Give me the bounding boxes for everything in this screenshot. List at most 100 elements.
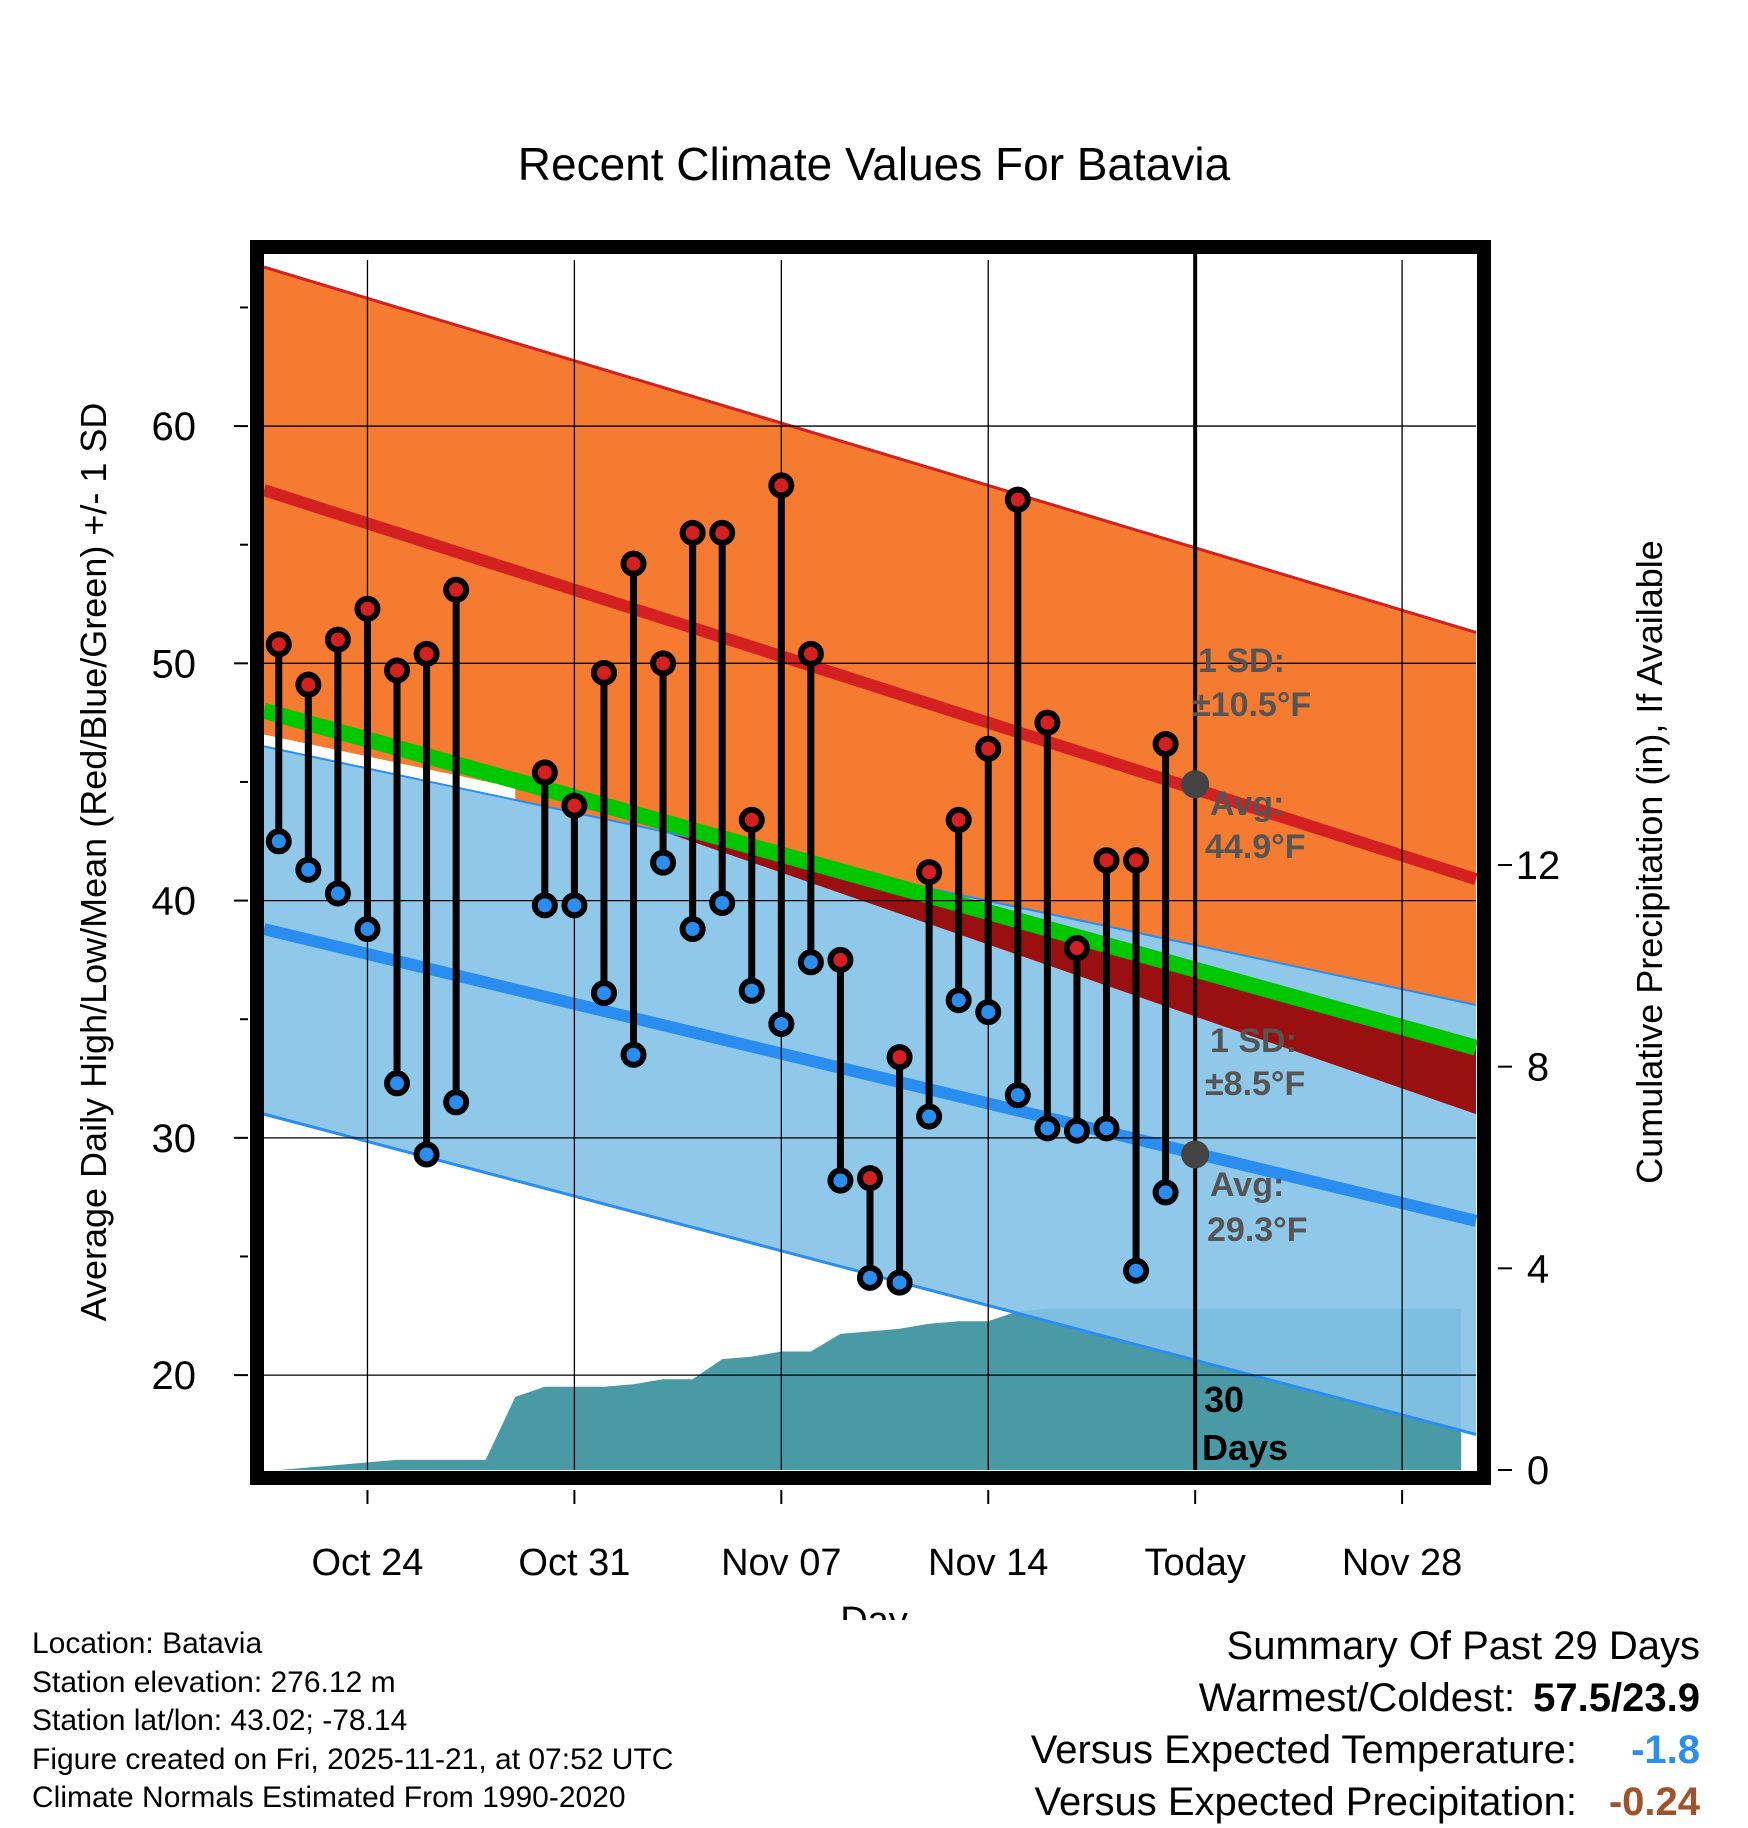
normals-text: Climate Normals Estimated From 1990-2020 (32, 1781, 626, 1814)
daily-high-point (620, 550, 647, 577)
daily-low-point (620, 1041, 647, 1068)
high-avg-line (262, 484, 1478, 885)
high-sd-label: 1 SD: (1198, 642, 1285, 680)
daily-high-point (413, 640, 440, 667)
x-tick-label: Today (1144, 1542, 1245, 1584)
daily-low-point (709, 889, 736, 916)
daily-high-point (886, 1044, 913, 1071)
created-text: Figure created on Fri, 2025-11-21, at 07… (32, 1742, 674, 1776)
x-tick-label: Nov 28 (1342, 1542, 1462, 1584)
daily-low-point (1063, 1117, 1090, 1144)
today-high-avg-dot (1181, 770, 1210, 799)
precip-days-number: 30 (1204, 1379, 1244, 1420)
temp-vs-expected-value: -1.8 (1631, 1728, 1700, 1772)
daily-low-point (443, 1089, 470, 1116)
daily-low-point (413, 1141, 440, 1168)
daily-low-point (650, 849, 677, 876)
daily-low-point (827, 1167, 854, 1194)
daily-low-point (531, 892, 558, 919)
annotations: 1 SD: ±10.5°F Avg: 44.9°F 1 SD: ±8.5°F Avg: 29.… (1192, 642, 1311, 1468)
low-avg-line (262, 923, 1478, 1227)
y-tick-label: 20 (152, 1354, 197, 1398)
y2-tick-label: 4 (1527, 1247, 1549, 1291)
daily-low-point (295, 856, 322, 883)
overlap-band (663, 821, 1476, 1115)
x-tick-label: Oct 31 (518, 1542, 630, 1584)
daily-high-point (827, 946, 854, 973)
daily-low-point (324, 880, 351, 907)
y2-tick-label: 12 (1516, 844, 1561, 888)
daily-low-point (768, 1010, 795, 1037)
precip-vs-expected-value: -0.24 (1608, 1780, 1700, 1824)
y-tick-label: 40 (152, 880, 197, 924)
y-tick-label: 60 (152, 405, 197, 449)
climate-chart: Recent Climate Values For Batavia 1 SD: ±… (73, 138, 1670, 1620)
daily-low-point (1034, 1115, 1061, 1142)
y-tick-label: 30 (152, 1117, 197, 1161)
latlon-text: Station lat/lon: 43.02; -78.14 (32, 1704, 408, 1737)
daily-high-point (797, 640, 824, 667)
temp-vs-expected-row: Versus Expected Temperature: -1.8 (1031, 1724, 1700, 1776)
daily-low-point (886, 1269, 913, 1296)
y2-tick-label: 8 (1527, 1046, 1549, 1090)
high-sd-band (264, 267, 1476, 1006)
chart-title: Recent Climate Values For Batavia (518, 138, 1231, 190)
daily-high-point (709, 519, 736, 546)
x-tick-label: Nov 14 (928, 1542, 1048, 1584)
warmest-coldest-value: 57.5/23.9 (1533, 1676, 1700, 1720)
daily-high-point (1004, 486, 1031, 513)
plot-area (261, 265, 1479, 1470)
low-avg-value: 29.3°F (1207, 1211, 1308, 1249)
plot-frame (250, 240, 1491, 1485)
daily-high-point (945, 806, 972, 833)
daily-low-point (1093, 1115, 1120, 1142)
daily-low-point (797, 949, 824, 976)
daily-high-point (1093, 847, 1120, 874)
high-sd-value: ±10.5°F (1192, 686, 1311, 724)
daily-low-point (945, 987, 972, 1014)
daily-low-point (975, 999, 1002, 1026)
daily-low-point (1123, 1257, 1150, 1284)
warmest-coldest-label: Warmest/Coldest: (1198, 1676, 1516, 1720)
x-axis-label: Day (840, 1600, 908, 1620)
daily-high-point (679, 519, 706, 546)
daily-low-point (1152, 1179, 1179, 1206)
high-avg-value: 44.9°F (1205, 828, 1306, 866)
daily-high-point (590, 659, 617, 686)
daily-low-point (561, 892, 588, 919)
daily-high-point (324, 626, 351, 653)
high-avg-label: Avg: (1210, 785, 1284, 823)
elevation-text: Station elevation: 276.12 m (32, 1665, 396, 1699)
daily-high-point (531, 759, 558, 786)
station-info: Location: Batavia Station elevation: 276… (32, 1625, 673, 1818)
daily-high-point (265, 631, 292, 658)
warmest-coldest-row: Warmest/Coldest: 57.5/23.9 (1031, 1672, 1700, 1724)
y2-tick-label: 0 (1527, 1449, 1549, 1493)
mean-avg-line (261, 703, 1479, 1056)
daily-high-point (857, 1165, 883, 1192)
daily-high-point (650, 650, 677, 677)
daily-low-point (679, 916, 706, 943)
daily-low-point (738, 977, 765, 1004)
y-tick-label: 50 (152, 642, 197, 686)
daily-high-point (1063, 935, 1090, 962)
daily-high-point (916, 859, 943, 886)
low-sd-value: ±8.5°F (1205, 1065, 1305, 1103)
precip-vs-expected-row: Versus Expected Precipitation: -0.24 (1031, 1776, 1700, 1828)
daily-high-point (768, 472, 795, 499)
precip-days-label: Days (1202, 1427, 1288, 1468)
low-sd-label: 1 SD: (1210, 1022, 1297, 1060)
data-marks (265, 472, 1210, 1296)
daily-low-point (354, 916, 381, 943)
low-avg-label: Avg: (1210, 1166, 1284, 1204)
summary-panel: Summary Of Past 29 Days Warmest/Coldest:… (1031, 1620, 1700, 1828)
daily-low-point (1004, 1082, 1031, 1109)
daily-high-point (738, 806, 765, 833)
daily-high-point (561, 792, 588, 819)
daily-high-point (384, 657, 411, 684)
precip-vs-expected-label: Versus Expected Precipitation: (1034, 1780, 1577, 1824)
temp-vs-expected-label: Versus Expected Temperature: (1030, 1728, 1577, 1772)
high-upper-line (263, 265, 1477, 634)
daily-high-point (295, 671, 322, 698)
